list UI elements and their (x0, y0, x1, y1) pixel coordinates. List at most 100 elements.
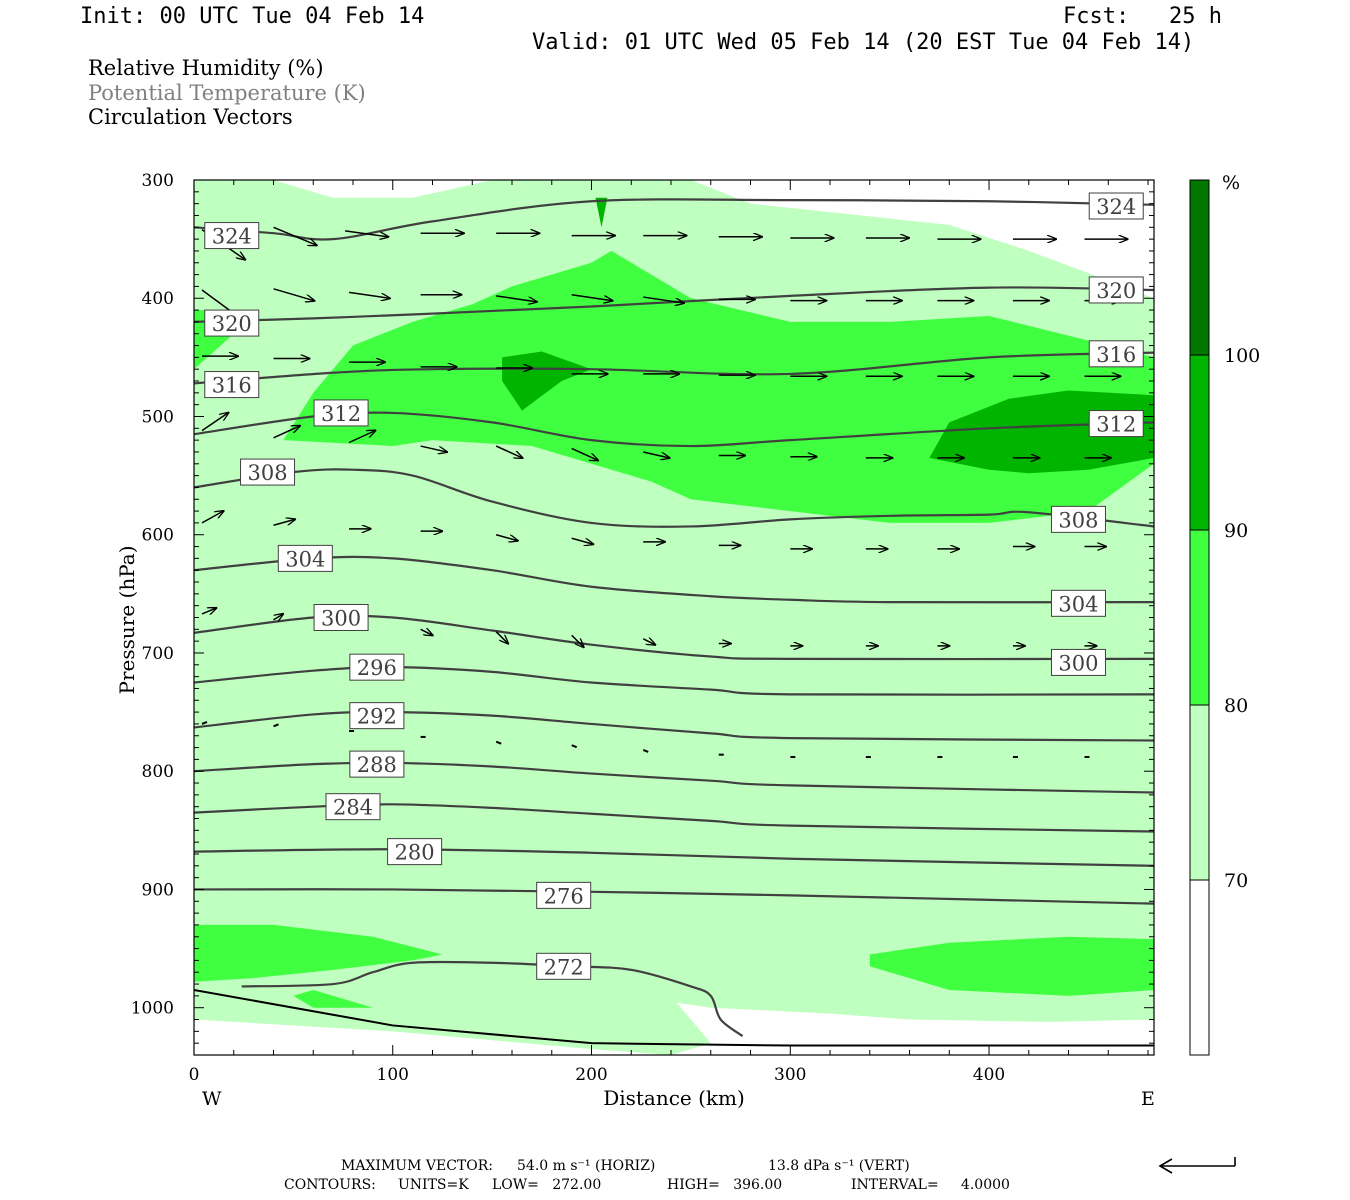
theta-contour-304 (194, 555, 1154, 604)
contour-label-layer: 324 324 320 320 316 316 312 312 308 308 304 304 300 3… (204, 192, 1144, 980)
theta-contour-296 (194, 666, 1154, 696)
contour-label-box (204, 222, 260, 250)
y-tick-label: 800 (142, 762, 174, 782)
contour-label: 312 (1096, 413, 1136, 437)
contour-label: 280 (395, 841, 435, 865)
colorbar-unit: % (1222, 172, 1240, 194)
max-vector-label: MAXIMUM VECTOR: (341, 1158, 493, 1174)
y-tick-label: 1000 (131, 999, 174, 1019)
circulation-vector (571, 447, 598, 460)
circulation-vector (495, 740, 502, 745)
colorbar-segment (1189, 879, 1210, 1056)
contour-label: 304 (285, 547, 325, 571)
circulation-vector (348, 291, 390, 298)
contour-label-box (387, 838, 443, 866)
circulation-vector (420, 629, 433, 635)
x-tick-label: 400 (973, 1065, 1005, 1085)
circulation-vector (495, 445, 522, 458)
y-tick-label: 700 (142, 644, 174, 664)
contour-label-box (536, 952, 592, 980)
rh-region-80 (194, 924, 443, 982)
colorbar-segment (1189, 529, 1210, 706)
rh-region-80 (869, 936, 1154, 996)
circulation-vector (273, 226, 317, 245)
contour-label-box (1088, 276, 1144, 304)
contours-label: CONTOURS: (284, 1177, 376, 1193)
y-tick-label: 900 (142, 880, 174, 900)
circulation-vector (273, 426, 300, 439)
contour-label-box (313, 399, 369, 427)
contour-label: 276 (544, 884, 584, 908)
circulation-vector (273, 519, 296, 526)
contour-label-box (204, 309, 260, 337)
terrain-line (194, 988, 1154, 1047)
circulation-vector (642, 749, 649, 753)
colorbar-segment (1189, 704, 1210, 881)
contour-label-box (1050, 505, 1106, 533)
contour-label-box (325, 793, 381, 821)
contours-low: LOW= 272.00 (492, 1177, 602, 1193)
circulation-vector (571, 744, 578, 749)
rh-region-80 (293, 990, 373, 1008)
y-tick-label: 600 (142, 526, 174, 546)
contour-label: 320 (212, 312, 252, 336)
contour-label-box (204, 371, 260, 399)
theta-contour-316 (194, 351, 1154, 385)
contour-label: 320 (1096, 279, 1136, 303)
contour-label: 304 (1058, 592, 1098, 616)
rh-colorbar: 70 80 90 100 (1189, 179, 1260, 1056)
x-tick-label: 300 (774, 1065, 806, 1085)
circulation-vector (201, 608, 216, 614)
contours-interval: INTERVAL= 4.0000 (851, 1177, 1010, 1193)
contour-label: 272 (544, 955, 584, 979)
contour-label: 312 (321, 402, 361, 426)
contour-label: 296 (357, 656, 397, 680)
contours-high: HIGH= 396.00 (667, 1177, 783, 1193)
circulation-vector (496, 295, 537, 302)
y-tick-label: 400 (142, 289, 174, 309)
circulation-vector (348, 431, 375, 444)
theta-contour-276 (194, 888, 1154, 905)
y-tick-label: 500 (142, 407, 174, 427)
theta-contour-288 (194, 761, 1154, 794)
circulation-vector-layer (201, 226, 1128, 759)
forecast-hour: Fcst: 25 h (1063, 4, 1222, 29)
circulation-vector (643, 451, 669, 458)
contour-label: 300 (321, 607, 361, 631)
colorbar-level-label: 70 (1224, 870, 1248, 892)
circulation-vector (571, 293, 613, 301)
contour-label-box (1050, 589, 1106, 617)
contour-label-box (313, 604, 369, 631)
colorbar-level-label: 100 (1224, 345, 1260, 367)
circulation-vector (643, 296, 684, 303)
circulation-vector (495, 534, 518, 541)
contour-label-box (536, 881, 592, 909)
east-label: E (1141, 1088, 1155, 1110)
y-axis-title: Pressure (hPa) (115, 546, 139, 695)
contour-label-box (1088, 340, 1144, 368)
circulation-vector (495, 631, 508, 644)
circulation-vector (273, 614, 284, 620)
contour-label-box (1050, 648, 1106, 676)
contours-units: UNITS=K (398, 1177, 469, 1193)
contour-label: 292 (357, 705, 397, 729)
contour-label: 288 (357, 753, 397, 777)
rh-region-70 (194, 901, 1154, 1055)
contour-label-box (349, 702, 405, 730)
circulation-vector (201, 413, 228, 432)
theta-contour-324 (194, 198, 1154, 241)
x-tick-label: 0 (189, 1065, 200, 1085)
contour-label-box (1088, 192, 1144, 220)
colorbar-level-label: 80 (1224, 695, 1248, 717)
circulation-vector (201, 720, 208, 725)
circulation-vector (571, 634, 584, 647)
init-time: Init: 00 UTC Tue 04 Feb 14 (80, 4, 425, 29)
y-tick-label: 300 (142, 171, 174, 191)
circulation-vector (642, 639, 655, 645)
contour-label: 308 (247, 461, 287, 485)
x-tick-label: 200 (575, 1065, 607, 1085)
contour-label-box (349, 750, 405, 778)
circulation-vector (571, 537, 594, 544)
circulation-vector (273, 723, 279, 728)
